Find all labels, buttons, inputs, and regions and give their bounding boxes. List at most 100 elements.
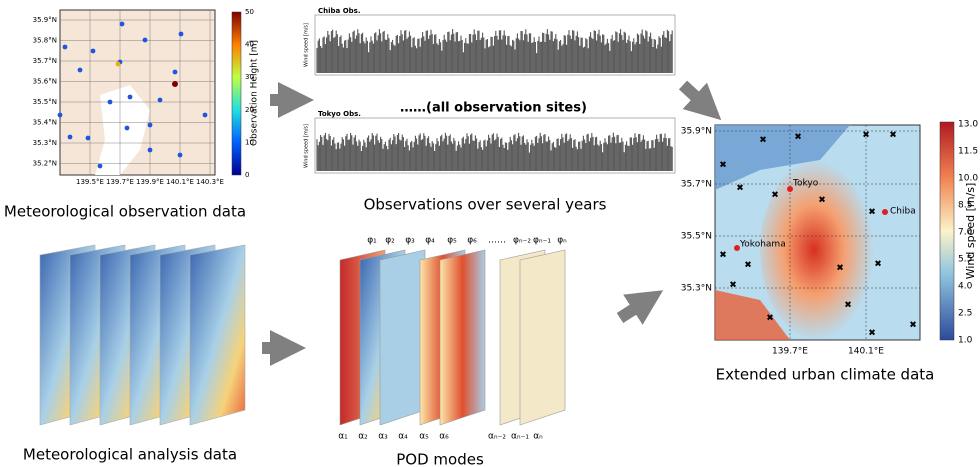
- mode-label: φ₄: [425, 236, 435, 246]
- urban-colorbar: [939, 121, 955, 341]
- colorbar-tick: 2.5: [958, 309, 972, 319]
- y-label: 35.8°N: [33, 37, 57, 45]
- station-mark: ✖: [766, 314, 774, 324]
- coef-label: α₂: [358, 432, 368, 442]
- city: [734, 245, 740, 251]
- mode-label: φ₁: [367, 236, 377, 246]
- city-label: Chiba: [890, 207, 916, 217]
- middle-note: ……(all observation sites): [400, 101, 587, 116]
- ts-frame-bottom: [314, 117, 676, 174]
- colorbar-tick: 50: [245, 8, 254, 16]
- station: [77, 67, 83, 73]
- pod-slice: [439, 249, 486, 426]
- coef-label: α₆: [439, 432, 449, 442]
- colorbar-tick: 30: [245, 73, 254, 81]
- colorbar-tick: 20: [245, 106, 254, 114]
- colorbar-tick: 13.0: [958, 120, 978, 130]
- caption: Observations over several years: [364, 196, 607, 214]
- mode-label: φ₆: [467, 236, 477, 246]
- ts-y-label: Wind speed [m/s]: [304, 23, 310, 67]
- y-label: 35.3°N: [33, 139, 57, 147]
- mode-label: φₙ: [557, 236, 567, 246]
- station: [90, 48, 96, 54]
- mode-label: ……: [488, 236, 506, 246]
- station: [119, 21, 125, 27]
- station-mark: ✖: [844, 301, 852, 311]
- station-mark: ✖: [862, 131, 870, 141]
- station: [178, 31, 184, 37]
- station-mark: ✖: [868, 329, 876, 339]
- colorbar-tick: 4.0: [958, 282, 973, 292]
- urban-map-hot: [760, 160, 880, 340]
- station: [97, 163, 103, 169]
- x-label: 139.7°E: [772, 347, 808, 357]
- station-mark: ✖: [759, 136, 767, 146]
- analysis-slice: [189, 244, 246, 426]
- colorbar-label: Observation Height [m]: [250, 40, 260, 146]
- station: [124, 125, 130, 131]
- station: [127, 94, 133, 100]
- mode-label: φₙ₋₂: [513, 236, 531, 246]
- x-label: 139.5°E: [76, 178, 104, 186]
- caption: POD modes: [396, 451, 484, 467]
- ts-bars: [316, 132, 673, 171]
- ts-frame-top: [314, 14, 676, 76]
- station-mark: ✖: [719, 161, 727, 171]
- station: [142, 37, 148, 43]
- colorbar-tick: 7.0: [958, 228, 973, 238]
- coef-label: αₙ: [533, 432, 543, 442]
- y-label: 35.7°N: [33, 57, 57, 65]
- colorbar-tick: 0: [245, 171, 249, 179]
- station: [202, 112, 208, 118]
- x-label: 139.9°E: [136, 178, 164, 186]
- station-mark: ✖: [771, 191, 779, 201]
- station: [147, 147, 153, 153]
- colorbar-tick: 1.0: [958, 336, 973, 346]
- pod-slice: [519, 249, 566, 426]
- city-label: Yokohama: [739, 240, 786, 250]
- ts-bars: [316, 29, 673, 73]
- colorbar-tick: 40: [245, 41, 254, 49]
- mode-label: φ₅: [447, 236, 457, 246]
- city: [787, 186, 793, 192]
- arrow: [616, 290, 664, 325]
- coef-label: α₄: [398, 432, 408, 442]
- y-label: 35.6°N: [33, 78, 57, 86]
- x-label: 140.1°E: [166, 178, 194, 186]
- station: [85, 135, 91, 141]
- y-label: 35.5°N: [33, 98, 57, 106]
- caption: Meteorological observation data: [4, 203, 246, 221]
- caption: Meteorological analysis data: [23, 446, 237, 464]
- coef-label: αₙ₋₁: [511, 432, 529, 442]
- y-label: 35.2°N: [33, 160, 57, 168]
- mode-label: φₙ₋₁: [533, 236, 551, 246]
- station-mark: ✖: [909, 321, 917, 331]
- station-mark: ✖: [736, 184, 744, 194]
- station-mark: ✖: [889, 131, 897, 141]
- y-label: 35.5°N: [681, 232, 712, 242]
- colorbar-tick: 5.5: [958, 255, 972, 265]
- y-label: 35.7°N: [681, 180, 712, 190]
- station: [177, 152, 183, 158]
- x-label: 139.7°E: [106, 178, 134, 186]
- coef-label: α₃: [378, 432, 388, 442]
- station-mark: ✖: [836, 264, 844, 274]
- station-mark: ✖: [874, 260, 882, 270]
- station-mark: ✖: [794, 133, 802, 143]
- urban-map-hot2: [715, 290, 790, 340]
- station-mark: ✖: [719, 251, 727, 261]
- coef-label: α₁: [338, 432, 348, 442]
- ts-title: Chiba Obs.: [318, 7, 360, 15]
- station: [62, 44, 68, 50]
- arrow: [678, 80, 722, 121]
- y-label: 35.3°N: [681, 284, 712, 294]
- ts-title: Tokyo Obs.: [318, 110, 361, 118]
- mode-label: φ₃: [405, 236, 415, 246]
- city: [882, 209, 888, 215]
- coef-label: α₅: [419, 432, 429, 442]
- colorbar-tick: 10.0: [958, 174, 978, 184]
- station: [67, 134, 73, 140]
- obs-map-bay: [95, 85, 150, 175]
- caption: Extended urban climate data: [716, 366, 935, 384]
